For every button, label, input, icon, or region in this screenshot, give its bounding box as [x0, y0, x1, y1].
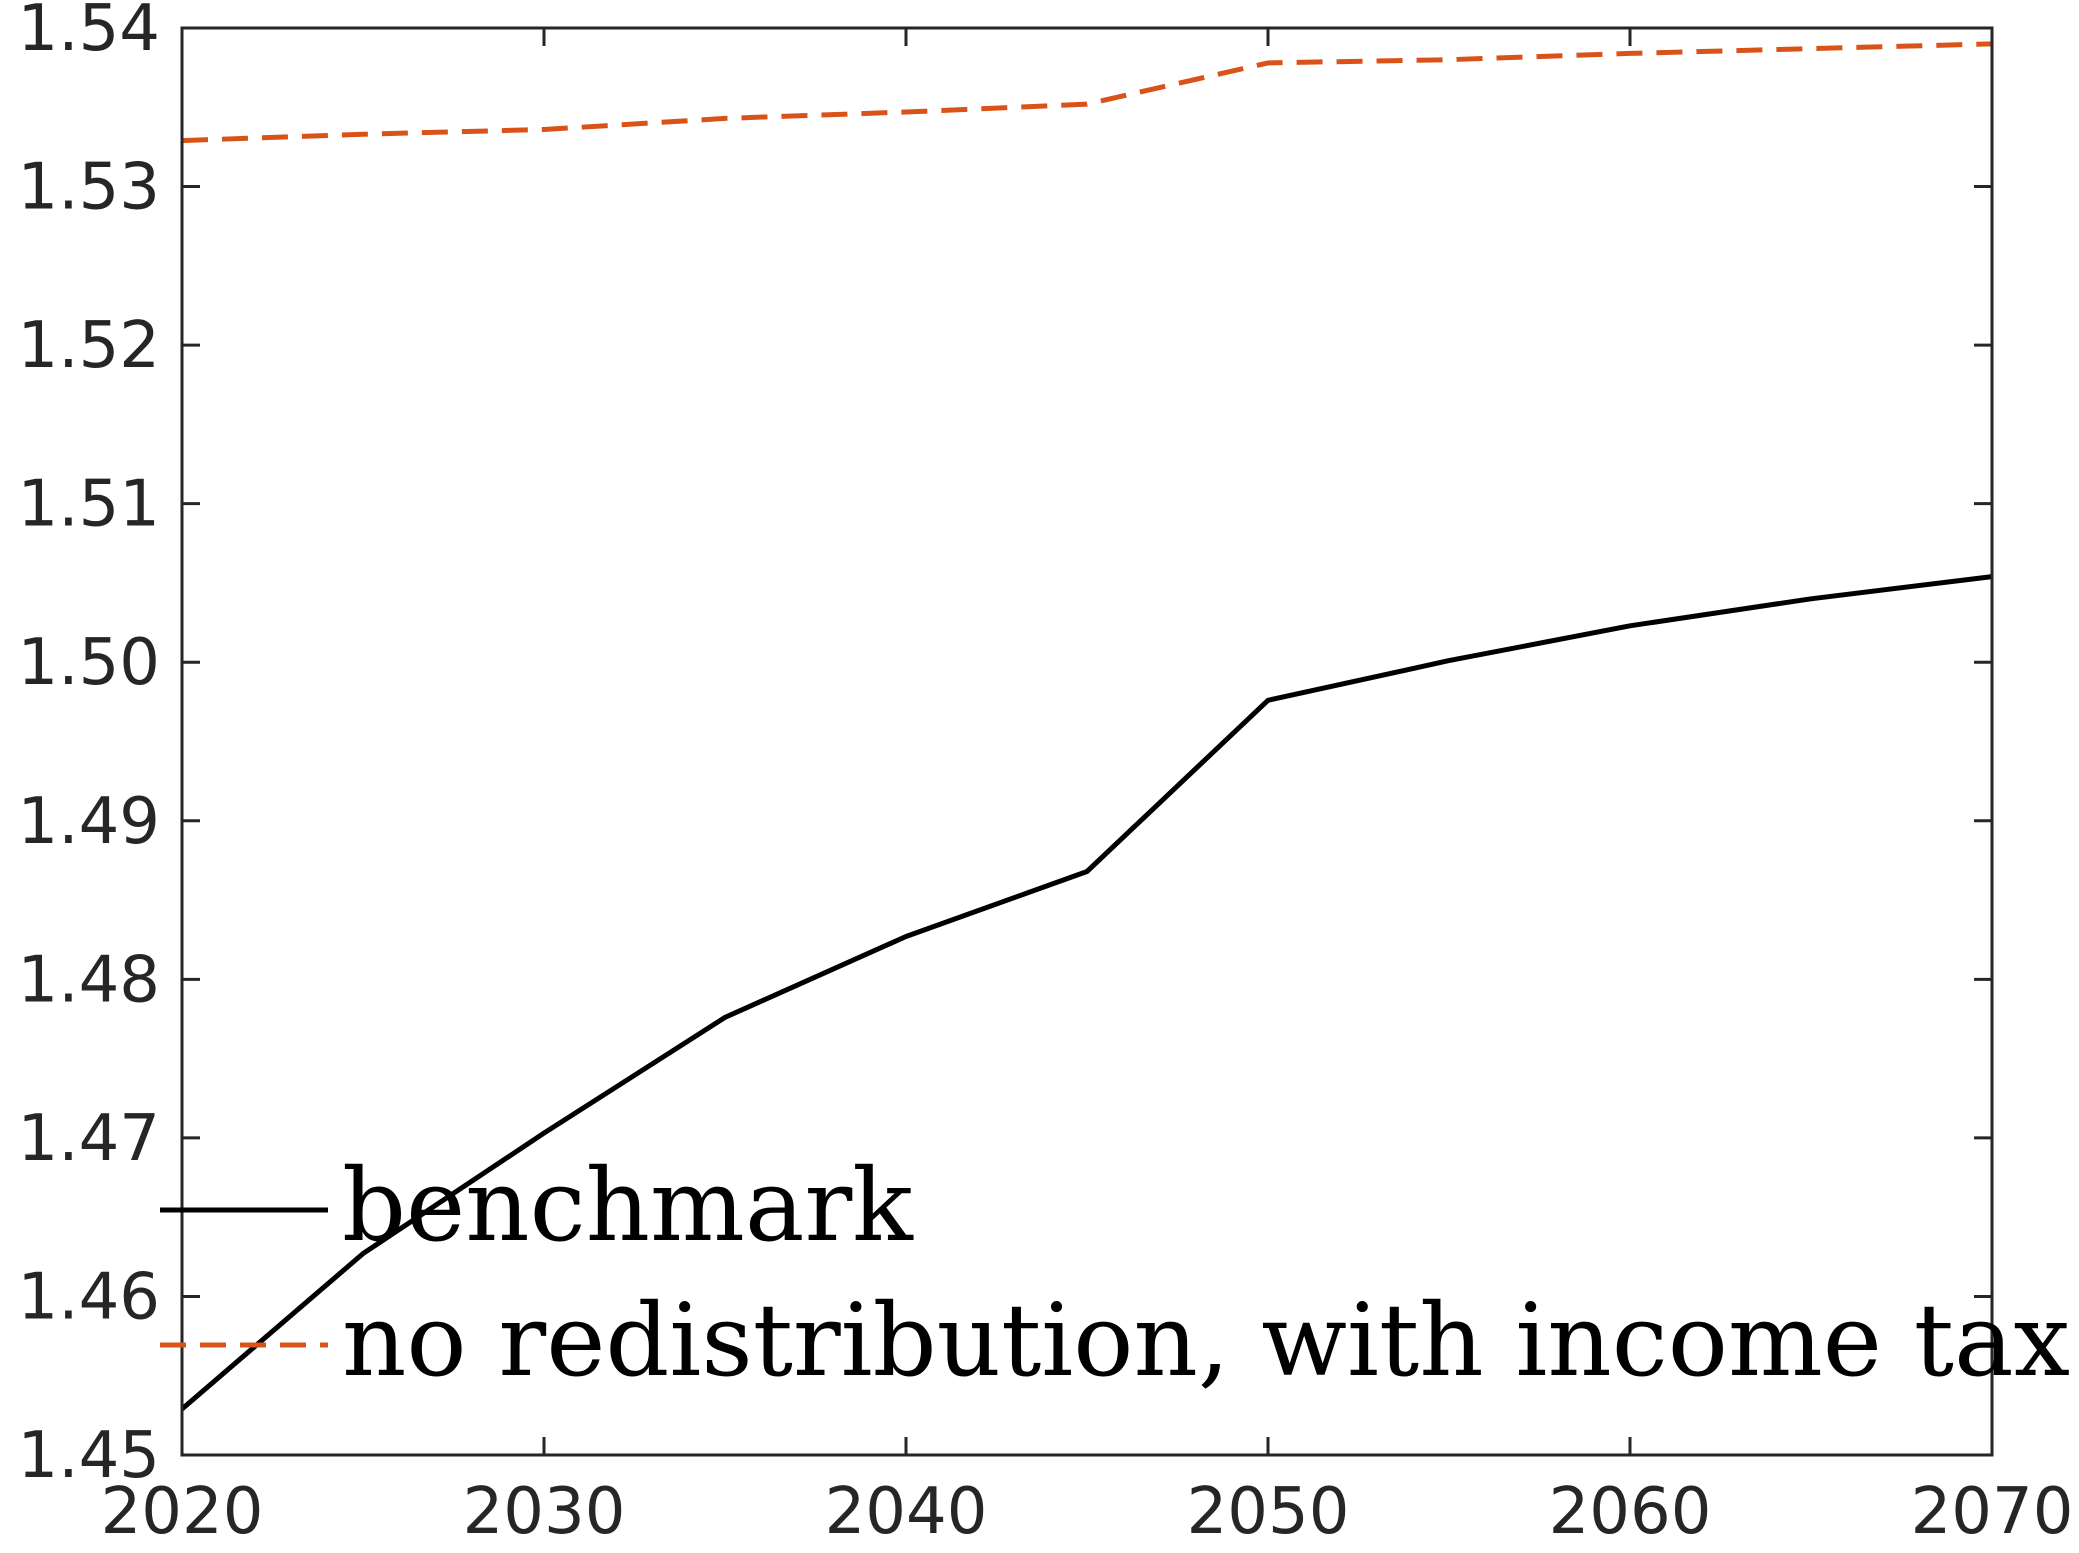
y-tick-label: 1.49 — [18, 785, 161, 859]
x-tick-label: 2030 — [463, 1475, 626, 1549]
tick-label-layer: 1.45 1.46 1.47 1.48 1.49 1.50 1.51 1.52 1.53 1.54… — [18, 0, 2074, 1549]
y-tick-label: 1.51 — [18, 468, 161, 542]
series-layer — [180, 41, 1993, 1411]
y-tick-label: 1.52 — [18, 309, 161, 383]
plot-background — [182, 28, 1992, 1455]
x-tick-label: 2020 — [101, 1475, 264, 1549]
plot-frame — [180, 26, 1994, 1457]
series-line-benchmark — [180, 574, 1993, 1411]
x-tick-label: 2050 — [1187, 1475, 1350, 1549]
y-tick-label: 1.54 — [18, 0, 161, 66]
series-line-no-redistribution — [181, 41, 1993, 144]
legend: benchmark no redistribution, with income … — [160, 1147, 2070, 1399]
y-tick-label: 1.53 — [18, 151, 161, 225]
x-tick-label: 2070 — [1911, 1475, 2074, 1549]
y-tick-label: 1.46 — [18, 1260, 161, 1334]
y-tick-label: 1.48 — [18, 943, 161, 1017]
y-tick-label: 1.50 — [18, 626, 161, 700]
y-tick-label: 1.45 — [18, 1419, 161, 1493]
x-tick-label: 2040 — [825, 1475, 988, 1549]
legend-label: no redistribution, with income tax — [342, 1282, 2070, 1399]
y-tick-label: 1.47 — [18, 1102, 161, 1176]
x-tick-label: 2060 — [1549, 1475, 1712, 1549]
legend-label: benchmark — [342, 1147, 914, 1264]
